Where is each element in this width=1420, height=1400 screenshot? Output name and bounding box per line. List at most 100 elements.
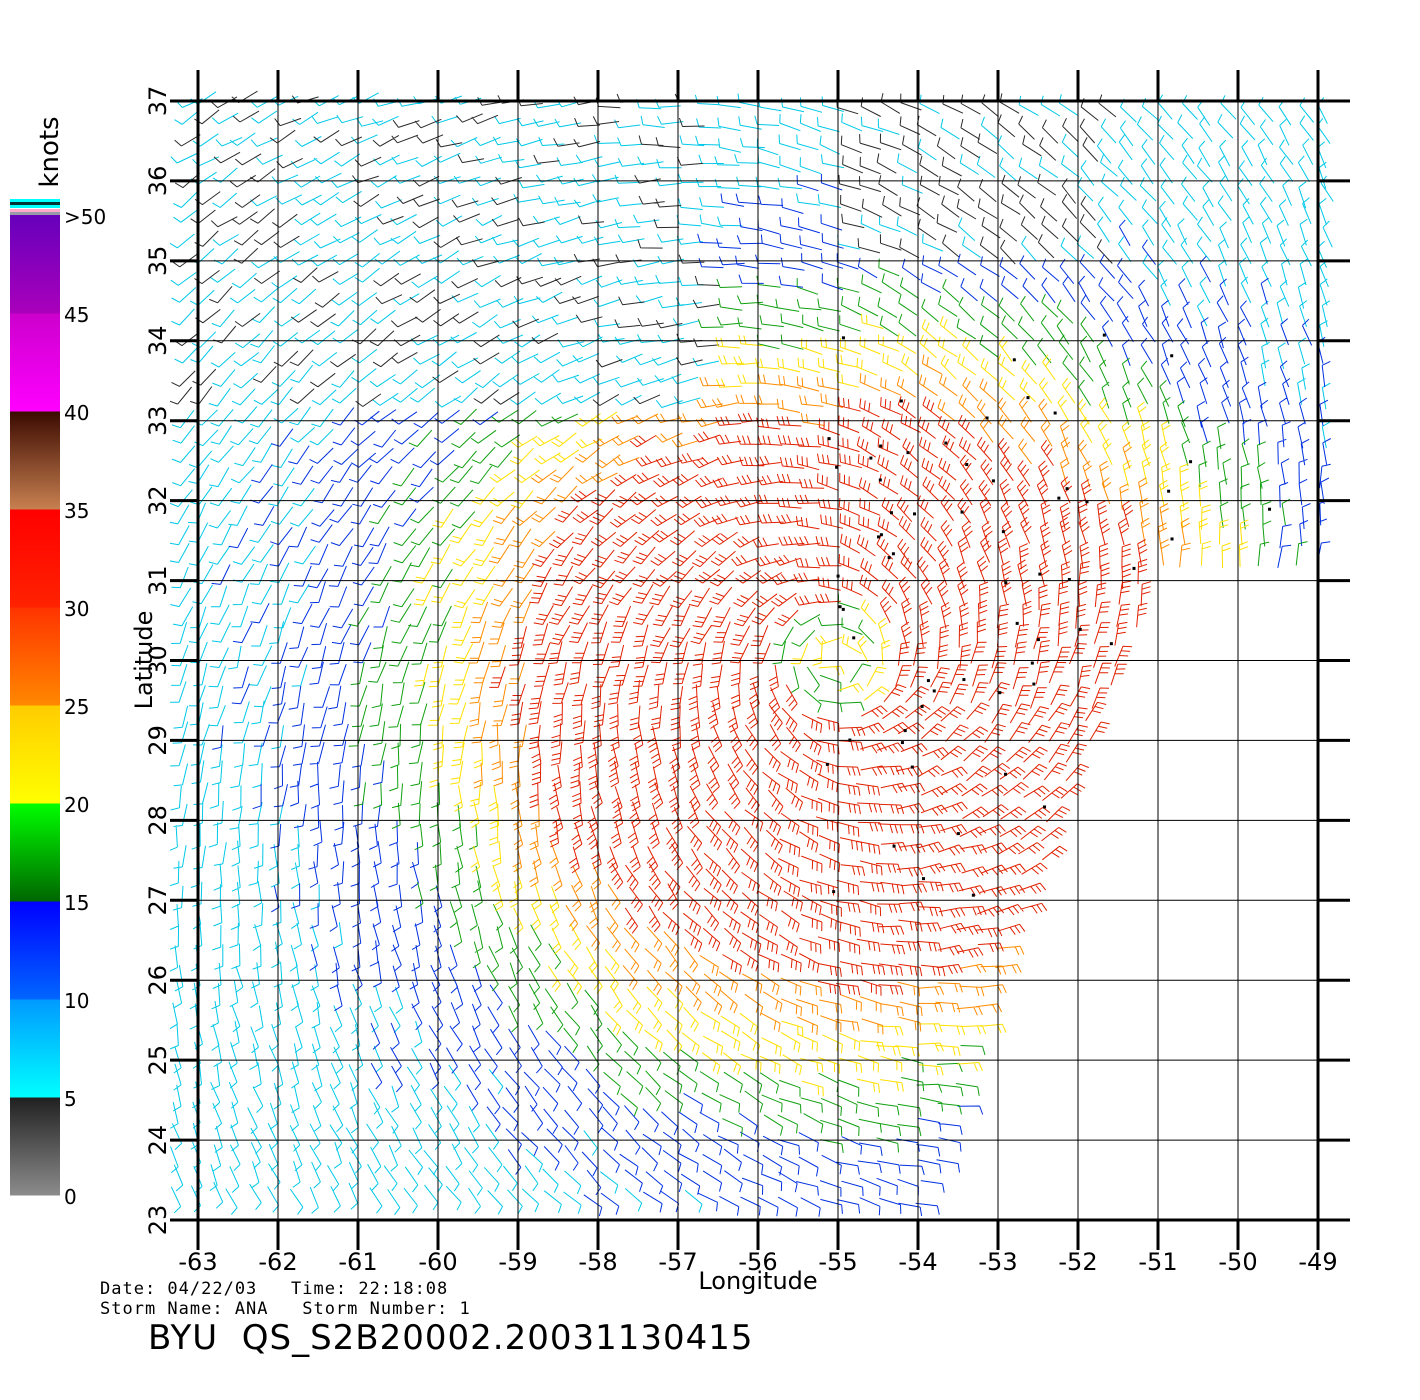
- colorbar-stripe: [10, 212, 60, 215]
- rain-flag-dot: [1078, 627, 1082, 631]
- rain-flag-dot: [877, 535, 881, 539]
- lon-tick-label: -58: [578, 1248, 617, 1276]
- rain-flag-dot: [852, 636, 856, 640]
- lat-tick-label: 29: [144, 725, 172, 756]
- colorbar-stripe: [10, 199, 60, 202]
- lat-tick-label: 28: [144, 805, 172, 836]
- wind-speed-colorbar: 0 5 10 15 20 25 30 35 40 45 >50: [10, 199, 106, 1209]
- rain-flag-dot: [913, 512, 917, 516]
- rain-flag-dot: [1132, 566, 1136, 570]
- colorbar-band: [10, 607, 60, 706]
- lon-tick-label: -57: [658, 1248, 697, 1276]
- colorbar-band: [10, 215, 60, 314]
- lat-tick-label: 24: [144, 1125, 172, 1156]
- rain-flag-dot: [879, 444, 883, 448]
- y-axis-label: Latitude: [130, 611, 158, 710]
- lat-tick-label: 32: [144, 485, 172, 516]
- rain-flag-dot: [1036, 638, 1040, 642]
- rain-flag-dot: [891, 552, 895, 556]
- rain-flag-dot: [838, 605, 842, 609]
- product-title: BYU QS_S2B20002.20031130415: [148, 1318, 754, 1358]
- x-axis-label: Longitude: [698, 1267, 817, 1295]
- colorbar-band: [10, 509, 60, 608]
- colorbar-unit-label: knots: [35, 116, 65, 187]
- rain-flag-dot: [841, 607, 845, 611]
- rain-flag-dot: [1067, 577, 1071, 581]
- colorbar-band: [10, 901, 60, 1000]
- lon-tick-label: -61: [338, 1248, 377, 1276]
- rain-flag-dot: [1032, 682, 1036, 686]
- rain-flag-dot: [985, 416, 989, 420]
- rain-flag-dot: [906, 451, 910, 455]
- storm-info-line: Storm Name: ANA Storm Number: 1: [100, 1299, 471, 1319]
- rain-flag-dot: [1065, 487, 1069, 491]
- map-grid: [170, 70, 1350, 1250]
- rain-flag-dot: [910, 765, 914, 769]
- date-time-line: Date: 04/22/03 Time: 22:18:08: [100, 1279, 449, 1299]
- wind-barb-group: [468, 354, 1191, 1035]
- rain-flag-dot: [1167, 489, 1171, 493]
- rain-flag-dot: [879, 533, 883, 537]
- colorbar-tick-label: 45: [64, 303, 89, 327]
- colorbar-tick-label: 40: [64, 401, 89, 425]
- lat-tick-label: 30: [144, 645, 172, 676]
- colorbar-tick-label: 0: [64, 1185, 77, 1209]
- rain-flag-dot: [900, 741, 904, 745]
- rain-flag-dot: [1004, 581, 1008, 585]
- rain-flag-dot: [903, 729, 907, 733]
- colorbar-stripe: [10, 209, 60, 212]
- colorbar-band: [10, 411, 60, 510]
- colorbar-tick-label: 5: [64, 1087, 77, 1111]
- rain-flag-dot: [1026, 396, 1030, 400]
- lat-tick-label: 35: [144, 246, 172, 277]
- rain-flag-dot: [965, 463, 969, 467]
- rain-flag-dot: [827, 437, 831, 441]
- rain-flag-dot: [832, 890, 836, 894]
- rain-flag-dot: [971, 893, 975, 897]
- rain-flag-dot: [892, 844, 896, 848]
- rain-flag-dot: [1004, 772, 1008, 776]
- rain-flag-dot: [1012, 358, 1016, 362]
- colorbar-band: [10, 1097, 60, 1196]
- lon-tick-label: -60: [418, 1248, 457, 1276]
- rain-flag-dot: [944, 441, 948, 445]
- rain-flag-dot: [1189, 460, 1193, 464]
- lon-tick-label: -52: [1058, 1248, 1097, 1276]
- lat-tick-label: 23: [144, 1205, 172, 1236]
- rain-flag-dot: [1015, 621, 1019, 625]
- rain-flag-dot: [1109, 642, 1113, 646]
- colorbar-band: [10, 803, 60, 902]
- lon-tick-label: -53: [978, 1248, 1017, 1276]
- lon-tick-label: -62: [258, 1248, 297, 1276]
- colorbar-tick-label: >50: [64, 205, 106, 229]
- rain-flag-dot: [1268, 507, 1272, 511]
- rain-flag-dot: [841, 336, 845, 340]
- rain-flag-dot: [1030, 661, 1034, 665]
- colorbar-tick-label: 25: [64, 695, 89, 719]
- rain-flag-dot: [998, 691, 1002, 695]
- rain-flag-dot: [991, 479, 995, 483]
- lat-tick-label: 26: [144, 965, 172, 996]
- rain-flag-dot: [1170, 537, 1174, 541]
- rain-flag-dot: [887, 556, 891, 560]
- rain-flag-dot: [869, 456, 873, 460]
- rain-flag-dot: [1038, 572, 1042, 576]
- lon-tick-label: -51: [1138, 1248, 1177, 1276]
- colorbar-band: [10, 313, 60, 412]
- lat-tick-label: 31: [144, 565, 172, 596]
- lat-tick-label: 36: [144, 166, 172, 197]
- rain-flag-dot: [899, 399, 903, 403]
- rain-flag-dot: [962, 678, 966, 682]
- colorbar-stripe: [10, 202, 60, 205]
- lon-tick-label: -50: [1218, 1248, 1257, 1276]
- lat-tick-label: 37: [144, 86, 172, 117]
- wind-barb-group: [211, 173, 1332, 1217]
- rain-flag-dot: [890, 511, 894, 515]
- lon-tick-label: -63: [178, 1248, 217, 1276]
- lon-tick-label: -55: [818, 1248, 857, 1276]
- lon-tick-label: -59: [498, 1248, 537, 1276]
- rain-flag-dot: [920, 704, 924, 708]
- rain-flag-dot: [878, 478, 882, 482]
- rain-flag-dot: [1057, 496, 1061, 500]
